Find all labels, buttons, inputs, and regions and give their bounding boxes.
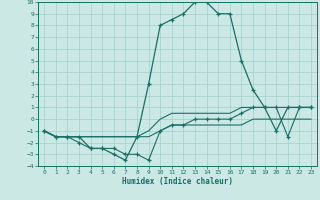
X-axis label: Humidex (Indice chaleur): Humidex (Indice chaleur) xyxy=(122,177,233,186)
